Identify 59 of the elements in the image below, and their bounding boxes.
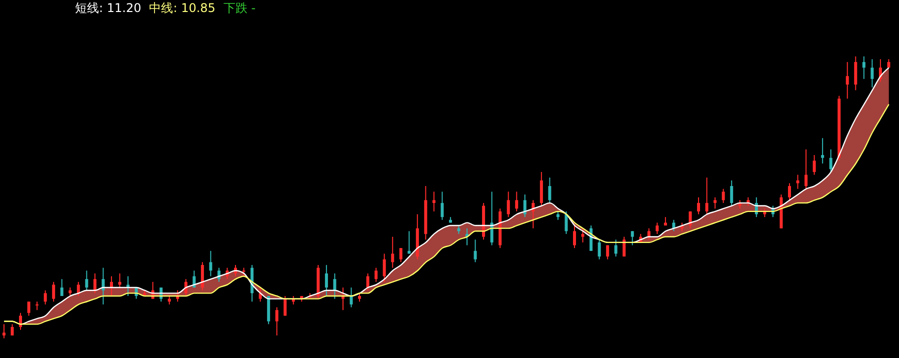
candlestick	[93, 272, 96, 294]
candlestick	[523, 194, 526, 218]
candlestick	[829, 148, 832, 172]
candlestick	[366, 272, 370, 291]
candlestick	[722, 188, 725, 204]
candlestick	[258, 287, 262, 302]
candlestick	[714, 196, 717, 210]
candlestick	[606, 244, 610, 260]
candlestick	[656, 222, 659, 234]
candlestick	[10, 324, 14, 336]
candlestick	[52, 281, 56, 302]
candlestick	[614, 239, 618, 258]
candlestick	[209, 250, 212, 277]
candlestick	[548, 177, 552, 204]
candlestick	[672, 219, 676, 232]
candlestick	[474, 239, 477, 263]
candlestick	[506, 191, 510, 218]
candlestick	[284, 295, 287, 316]
text: 短线: 11.20	[75, 1, 142, 15]
candlestick	[804, 148, 808, 190]
candlestick	[200, 262, 204, 291]
candlestick	[630, 230, 634, 246]
candlestick	[44, 290, 47, 305]
candlestick	[705, 177, 708, 215]
candlestick	[324, 264, 328, 296]
candlestick	[573, 225, 576, 249]
candlestick	[382, 253, 386, 282]
candlestick	[102, 267, 105, 305]
candlestick	[399, 248, 402, 263]
candlestick	[440, 191, 444, 220]
candlestick	[697, 196, 700, 215]
candlestick	[333, 272, 336, 300]
candlestick	[821, 138, 824, 164]
candlestick	[432, 191, 436, 212]
candlestick	[788, 182, 791, 201]
candlestick	[515, 191, 518, 212]
candlestick	[76, 281, 80, 296]
candlestick	[870, 58, 874, 88]
text: 中线: 10.85	[149, 1, 216, 15]
candlestick	[27, 301, 30, 316]
candlestick	[730, 180, 734, 206]
candlestick	[846, 62, 849, 100]
candlestick	[350, 287, 353, 308]
candlestick	[2, 324, 6, 339]
candlestick	[581, 228, 584, 243]
candlestick	[647, 228, 650, 240]
candlestick	[275, 306, 278, 336]
text: 下跌 -	[223, 1, 256, 15]
candlestick	[391, 236, 394, 268]
candlestick	[854, 56, 858, 91]
candlestick	[19, 312, 22, 330]
candlestick	[60, 278, 64, 296]
candlestick	[540, 171, 543, 206]
candlestick	[564, 210, 568, 234]
candlestick	[598, 239, 601, 260]
candlestick	[85, 270, 88, 291]
candlestick	[374, 267, 378, 282]
candlestick	[812, 154, 816, 176]
candlestick	[862, 56, 866, 80]
